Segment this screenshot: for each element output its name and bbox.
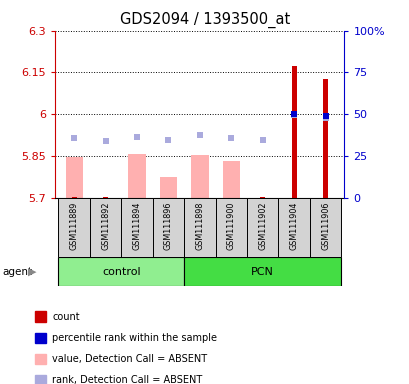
Bar [291,66,296,198]
Text: agent: agent [2,266,32,277]
Text: count: count [52,312,79,322]
Text: percentile rank within the sample: percentile rank within the sample [52,333,216,343]
Bar [58,198,90,257]
Bar [121,198,153,257]
Text: GSM111898: GSM111898 [195,201,204,250]
Bar [215,198,246,257]
Text: GSM111904: GSM111904 [289,201,298,250]
Text: GSM111900: GSM111900 [226,201,235,250]
Text: GSM111906: GSM111906 [320,201,329,250]
Bar [260,197,265,198]
Text: value, Detection Call = ABSENT: value, Detection Call = ABSENT [52,354,207,364]
Bar [322,79,327,198]
Bar [153,198,184,257]
Bar [184,257,340,286]
Bar [184,198,215,257]
Text: GSM111894: GSM111894 [132,201,141,250]
Text: PCN: PCN [251,266,274,277]
Bar [90,198,121,257]
Text: GSM111896: GSM111896 [164,201,173,250]
Bar [65,157,83,198]
Bar [278,198,309,257]
Bar [309,198,340,257]
Bar [222,161,239,198]
Text: GSM111902: GSM111902 [258,201,267,250]
Text: GSM111889: GSM111889 [70,201,79,250]
Bar [103,197,108,198]
Bar [246,198,278,257]
Bar [191,155,208,198]
Text: control: control [102,266,140,277]
Bar [58,257,184,286]
Text: GDS2094 / 1393500_at: GDS2094 / 1393500_at [119,12,290,28]
Text: rank, Detection Call = ABSENT: rank, Detection Call = ABSENT [52,375,202,384]
Bar [128,154,145,198]
Text: ▶: ▶ [28,266,36,277]
Bar [160,177,177,198]
Text: GSM111892: GSM111892 [101,201,110,250]
